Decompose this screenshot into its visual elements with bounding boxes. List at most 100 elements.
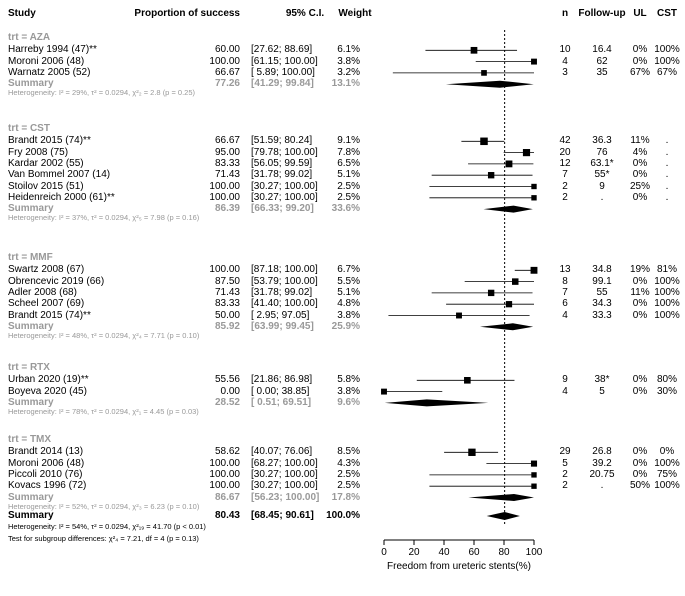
study-2-0-label: Swartz 2008 (67) [8,264,85,276]
x-tick-label-3: 60 [468,547,480,558]
study-4-2-n: 2 [562,468,568,480]
study-0-0-n: 10 [559,44,571,56]
study-2-3-cst: 100% [654,298,680,310]
study-0-0-ul: 0% [632,44,648,56]
study-1-2-ci: [56.05; 99.59] [251,157,313,169]
summary-3-diamond [384,399,489,407]
study-1-1-cst: . [665,146,669,158]
study-1-1-label: Fry 2008 (75) [8,146,69,158]
study-3-1-proportion: 0.00 [220,385,240,397]
study-4-0-followup: 26.8 [592,446,612,458]
study-1-5-ci: [30.27; 100.00] [251,191,318,203]
study-2-2-n: 7 [562,286,568,298]
study-3-1-followup: 5 [599,385,605,397]
study-2-4-label: Brandt 2015 (74)** [8,309,91,321]
study-2-4-cst: 100% [654,309,680,321]
study-4-1-ci: [68.27; 100.00] [251,457,318,469]
summary-1-diamond [483,205,533,213]
study-3-0-point [464,377,471,384]
heterogeneity-2: Heterogeneity: I² = 48%, τ² = 0.0294, χ²… [8,330,200,340]
group-label-1: trt = CST [8,123,50,134]
study-4-1-label: Moroni 2006 (48) [8,457,85,469]
summary-2-proportion: 85.92 [214,320,240,332]
study-0-2-weight: 3.2% [337,66,360,78]
study-1-0-cst: . [665,135,669,147]
study-1-3-point [487,172,495,179]
study-4-3-proportion: 100.00 [209,480,240,492]
study-1-4-ul: 25% [629,180,650,192]
study-4-2-ci: [30.27; 100.00] [251,468,318,480]
summary-2-ci: [63.99; 99.45] [251,320,314,332]
study-3-0-proportion: 55.56 [214,374,240,386]
study-2-4-ci: [ 2.95; 97.05] [251,309,310,321]
study-2-1-n: 8 [562,275,568,287]
study-1-1-proportion: 95.00 [214,146,240,158]
group-label-4: trt = TMX [8,434,52,445]
study-2-0-proportion: 100.00 [209,264,240,276]
study-0-0-ci: [27.62; 88.69] [251,44,313,56]
study-1-0-label: Brandt 2015 (74)** [8,135,91,147]
summary-3-proportion: 28.52 [214,396,240,408]
study-0-1-point [531,58,537,65]
study-2-3-proportion: 83.33 [214,298,240,310]
study-3-1-weight: 3.8% [337,385,360,397]
study-1-4-label: Stoilov 2015 (51) [8,180,84,192]
summary-2-label: Summary [8,320,54,332]
study-0-2-point [481,70,487,76]
study-3-0-cst: 80% [656,374,677,386]
study-4-2-ul: 0% [632,468,648,480]
study-4-0-ul: 0% [632,446,648,458]
study-2-0-ci: [87.18; 100.00] [251,264,318,276]
summary-4-label: Summary [8,491,54,503]
study-3-0-ci: [21.86; 86.98] [251,374,313,386]
study-1-2-point [505,160,513,168]
summary-0-ci: [41.29; 99.84] [251,78,314,90]
x-tick-label-2: 40 [438,547,450,558]
study-0-1-label: Moroni 2006 (48) [8,55,85,67]
study-4-0-cst: 0% [659,446,675,458]
study-1-1-point [522,149,531,157]
group-label-3: trt = RTX [8,362,50,373]
overall-proportion: 80.43 [214,510,240,521]
summary-4-weight: 17.8% [331,491,360,503]
study-4-3-followup: . [600,480,604,492]
study-0-2-proportion: 66.67 [214,66,240,78]
study-1-5-followup: . [600,191,604,203]
summary-0-weight: 13.1% [331,78,360,90]
study-1-3-ci: [31.78; 99.02] [251,169,313,181]
study-1-5-point [531,195,537,201]
study-2-3-followup: 34.3 [592,298,612,310]
study-1-2-n: 12 [559,157,571,169]
header-followup: Follow-up [578,8,626,19]
overall-weight: 100.0% [326,510,360,521]
study-4-2-proportion: 100.00 [209,468,240,480]
summary-3-weight: 9.6% [337,396,360,408]
study-1-3-weight: 5.1% [337,169,360,181]
study-2-4-weight: 3.8% [337,309,360,321]
study-1-5-n: 2 [562,191,568,203]
study-3-1-ci: [ 0.00; 38.85] [251,385,310,397]
study-2-4-proportion: 50.00 [214,309,240,321]
header-n: n [561,8,569,19]
study-1-1-n: 20 [559,146,571,158]
summary-1-label: Summary [8,203,54,215]
study-1-1-weight: 7.8% [337,146,360,158]
study-3-1-point [381,388,387,395]
study-4-3-point [531,483,537,489]
study-4-2-cst: 75% [656,468,677,480]
header-proportion: Proportion of success [134,8,240,19]
heterogeneity-4: Heterogeneity: I² = 52%, τ² = 0.0294, χ²… [8,501,200,511]
summary-4-ci: [56.23; 100.00] [251,491,320,503]
heterogeneity-3: Heterogeneity: I² = 78%, τ² = 0.0294, χ²… [8,406,199,416]
summary-2-diamond [479,323,534,331]
study-1-1-ul: 4% [632,146,648,158]
study-1-2-ul: 0% [632,157,648,169]
study-1-4-cst: . [665,180,669,192]
study-1-5-proportion: 100.00 [209,191,240,203]
study-2-1-ul: 0% [632,275,648,287]
study-2-3-ul: 0% [632,298,648,310]
header-ul: UL [633,8,647,19]
study-4-0-n: 29 [559,446,571,458]
study-1-1-followup: 76 [596,146,608,158]
